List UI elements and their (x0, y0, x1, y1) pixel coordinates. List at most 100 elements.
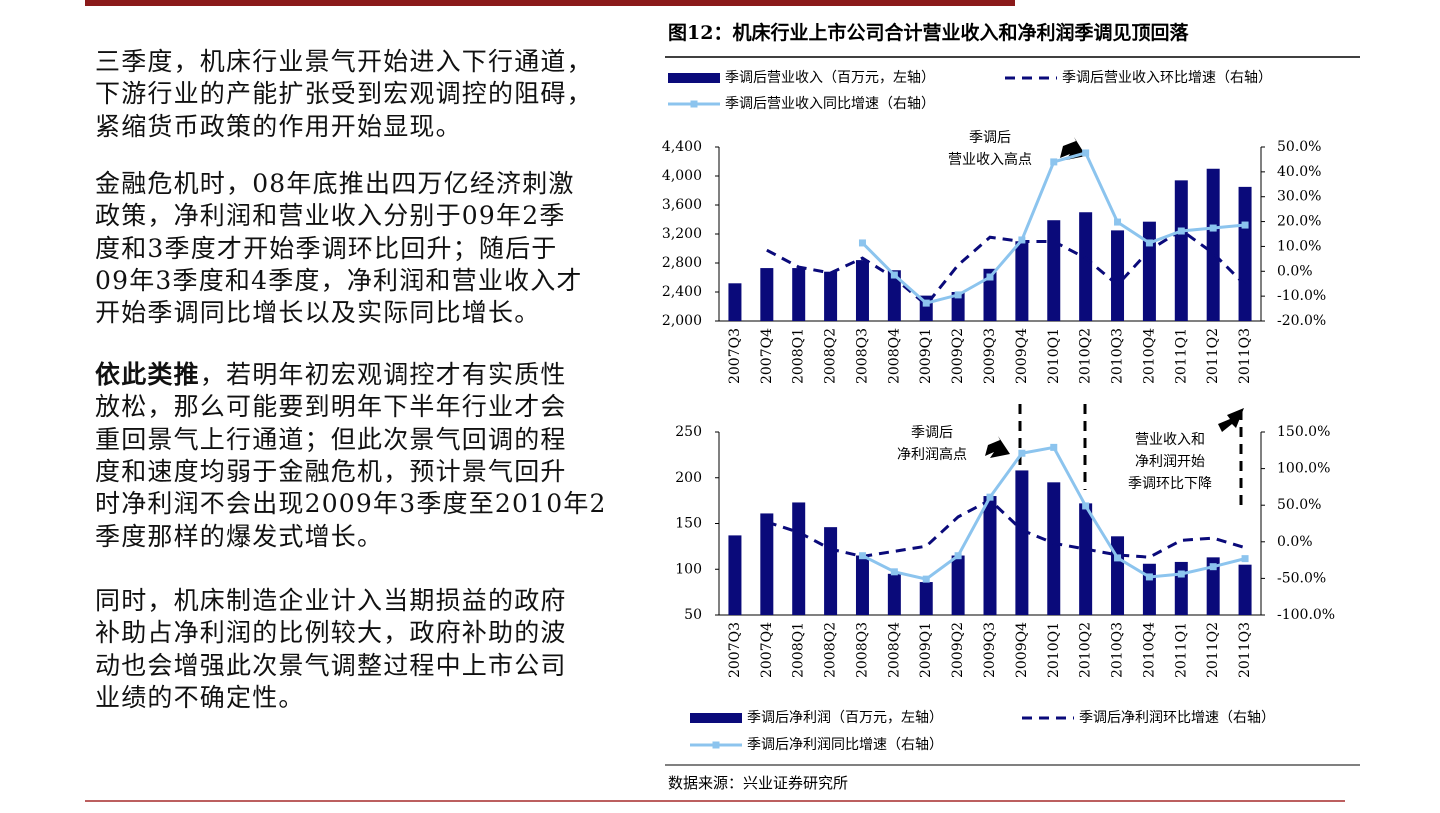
text-span: 同时，机床制造企业计入当期损益的政府 (95, 586, 567, 615)
marker (1145, 239, 1153, 247)
marker (1018, 236, 1026, 244)
legend-marker (712, 741, 720, 749)
legend-label: 季调后净利润同比增速（右轴） (747, 737, 943, 753)
marker (858, 239, 866, 247)
text-span: 动也会增强此次景气调整过程中上市公司 (95, 650, 567, 680)
x-tick-label: 2008Q3 (854, 622, 870, 678)
x-tick-label: 2009Q4 (1014, 328, 1030, 384)
text-span: 紧缩货币政策的作用开始显现。 (95, 111, 462, 141)
bar (983, 268, 997, 321)
text-span: 补助占净利润的比例较大，政府补助的波 (95, 618, 567, 648)
x-tick-label: 2010Q1 (1046, 622, 1062, 678)
y-tick-label: 2,400 (662, 284, 702, 300)
bar (1238, 564, 1252, 615)
bar (728, 535, 742, 615)
x-tick-label: 2008Q4 (886, 328, 902, 384)
marker (1114, 554, 1122, 562)
y2-tick-label: 0.0% (1277, 263, 1313, 279)
marker (954, 291, 962, 299)
marker (890, 271, 898, 279)
text-line: 度和速度均弱于金融危机，预计景气回升 (95, 452, 567, 488)
marker (1241, 221, 1249, 229)
text-line: 季度那样的爆发式增长。 (95, 517, 383, 553)
annotation-arrows (985, 137, 1244, 512)
x-tick-label: 2008Q2 (823, 622, 839, 678)
marker (1050, 443, 1058, 451)
marker (1114, 218, 1122, 226)
y2-tick-label: 150.0% (1277, 424, 1330, 440)
y-tick-label: 200 (675, 470, 702, 486)
legend-label: 季调后净利润环比增速（右轴） (1079, 710, 1275, 726)
x-tick-label: 2007Q4 (759, 328, 775, 384)
text-line: 金融危机时，08年底推出四万亿经济刺激 (95, 164, 575, 200)
text-line: 放松，那么可能要到明年下半年行业才会 (95, 387, 567, 423)
text-span: 重回景气上行通道；但此次景气回调的程 (95, 424, 567, 454)
text-line: 重回景气上行通道；但此次景气回调的程 (95, 420, 567, 456)
bar (1206, 557, 1220, 615)
bar (1015, 470, 1029, 615)
bar (1047, 482, 1061, 615)
figure-title: 图12：机床行业上市公司合计营业收入和净利润季调见顶回落 (668, 21, 1189, 44)
bar (1206, 168, 1220, 321)
text-line: 依此类推，若明年初宏观调控才有实质性 (95, 355, 567, 391)
text-span: 业绩的不确定性。 (95, 682, 305, 712)
y-tick-label: 150 (675, 516, 702, 532)
marker (1209, 224, 1217, 232)
text-span: 下游行业的产能扩张受到宏观调控的阻碍， (95, 79, 593, 109)
marker (986, 273, 994, 281)
bar (887, 573, 901, 615)
text-span: ，若明年初宏观调控才有实质性 (199, 360, 567, 389)
text-line: 时净利润不会出现2009年3季度至2010年2 (95, 484, 607, 520)
bar (855, 260, 869, 321)
x-tick-label: 2008Q1 (791, 622, 807, 678)
x-tick-label: 2008Q2 (823, 328, 839, 384)
bar (1238, 186, 1252, 321)
bar (1047, 220, 1061, 321)
y2-tick-label: -20.0% (1277, 313, 1326, 329)
bar (760, 513, 774, 615)
marker (1050, 158, 1058, 166)
y-tick-label: 3,600 (662, 197, 702, 213)
x-tick-label: 2007Q4 (759, 622, 775, 678)
text-line: 同时，机床制造企业计入当期损益的政府 (95, 581, 567, 617)
x-tick-label: 2010Q2 (1078, 622, 1094, 678)
bar (728, 283, 742, 321)
text-span: 开始季调同比增长以及实际同比增长。 (95, 298, 541, 328)
legend-label: 季调后营业收入同比增速（右轴） (725, 96, 935, 112)
text-line: 紧缩货币政策的作用开始显现。 (95, 107, 462, 143)
marker (1082, 502, 1090, 510)
bar (760, 268, 774, 321)
y2-tick-label: 100.0% (1277, 461, 1330, 477)
y-tick-label: 3,200 (662, 226, 702, 242)
bar (1079, 212, 1093, 321)
marker (1145, 573, 1153, 581)
y2-tick-label: 20.0% (1277, 214, 1321, 230)
text-span: 金融危机时，08年底推出四万亿经济刺激 (95, 169, 575, 198)
x-tick-label: 2008Q1 (791, 328, 807, 384)
bar (1142, 221, 1156, 321)
y2-tick-label: 30.0% (1277, 189, 1321, 205)
text-span: 放松，那么可能要到明年下半年行业才会 (95, 392, 567, 422)
text-span: 度和3季度才开始季调环比回升；随后于 (95, 233, 558, 263)
marker (1082, 149, 1090, 157)
text-line: 补助占净利润的比例较大，政府补助的波 (95, 613, 567, 649)
text-line: 度和3季度才开始季调环比回升；随后于 (95, 229, 558, 265)
x-tick-label: 2011Q2 (1205, 328, 1221, 384)
x-tick-label: 2010Q1 (1046, 328, 1062, 384)
text-line: 动也会增强此次景气调整过程中上市公司 (95, 646, 567, 682)
marker (922, 299, 930, 307)
x-tick-label: 2011Q2 (1205, 622, 1221, 678)
x-tick-label: 2011Q1 (1173, 622, 1189, 678)
text-span: 三季度，机床行业景气开始进入下行通道， (95, 47, 593, 76)
y2-tick-label: -10.0% (1277, 288, 1326, 304)
y2-tick-label: -50.0% (1277, 570, 1326, 586)
x-tick-label: 2011Q1 (1173, 328, 1189, 384)
text-line: 业绩的不确定性。 (95, 678, 305, 714)
text-line: 开始季调同比增长以及实际同比增长。 (95, 293, 540, 329)
text-line: 政策，净利润和营业收入分别于09年2季 (95, 196, 566, 232)
y2-tick-label: 50.0% (1277, 139, 1321, 155)
legend-swatch (668, 73, 720, 83)
x-tick-label: 2010Q3 (1110, 328, 1126, 384)
y-tick-label: 2,000 (662, 313, 702, 329)
